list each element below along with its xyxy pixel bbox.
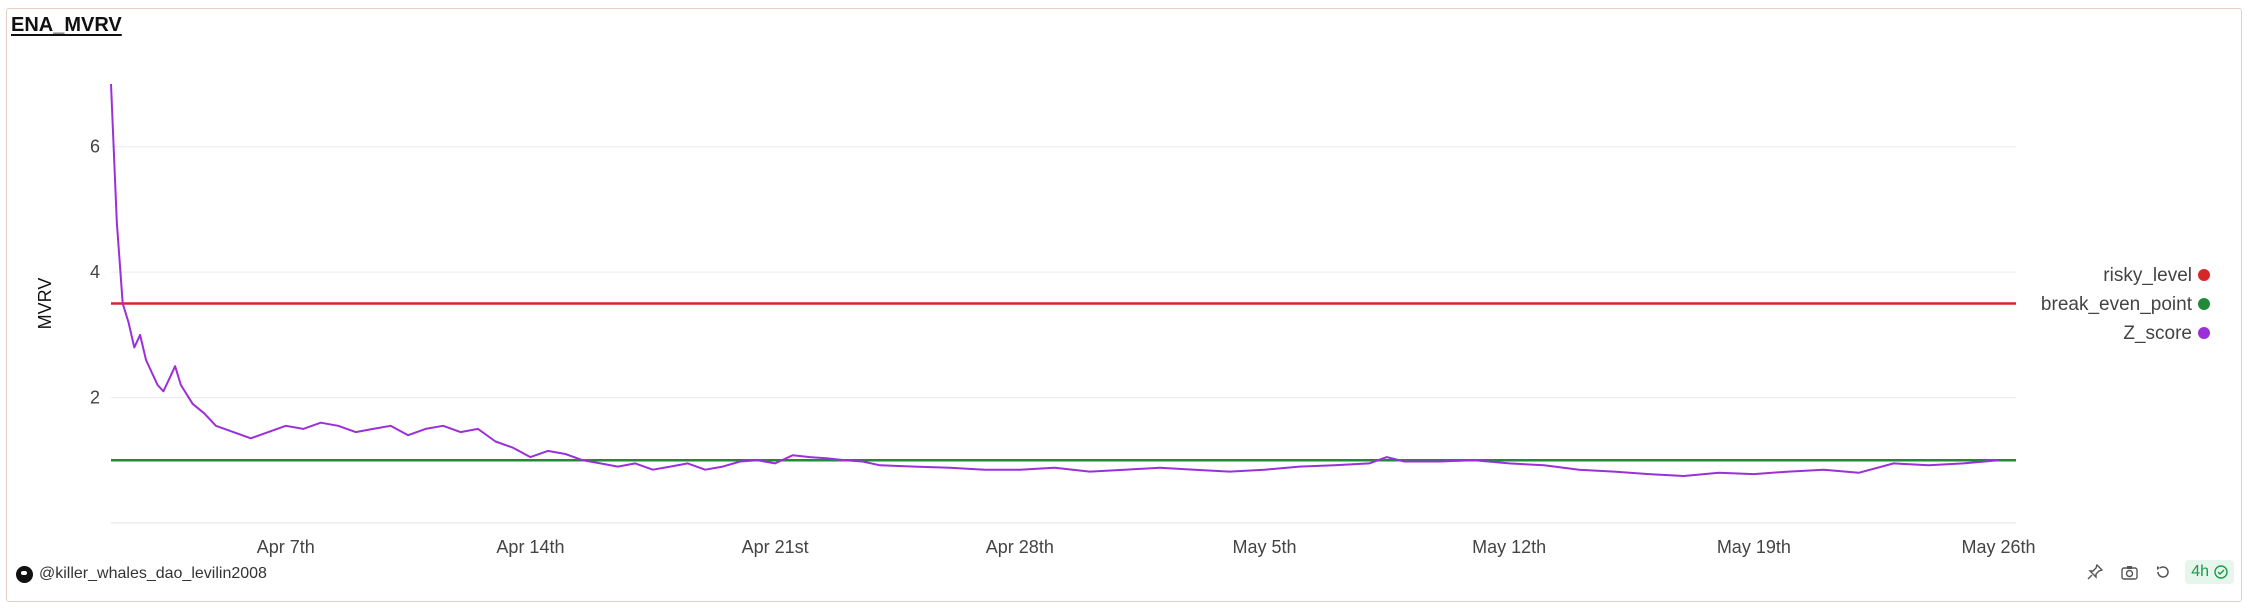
interval-badge[interactable]: 4h [2185,560,2234,584]
gridlines [111,146,2016,524]
legend: risky_level break_even_point Z_score [2041,265,2210,344]
y-tick-labels: 2 4 6 [90,137,100,408]
chart-title[interactable]: ENA_MVRV [11,14,122,36]
x-tick-label: May 19th [1717,537,1791,557]
x-tick-label: May 26th [1961,537,2035,557]
legend-label: break_even_point [2041,294,2193,315]
legend-label: Z_score [2123,323,2192,344]
legend-swatch [2198,327,2210,339]
legend-item-break_even_point[interactable]: break_even_point [2041,294,2210,315]
legend-swatch [2198,298,2210,310]
x-tick-label: Apr 7th [257,537,315,557]
x-tick-label: Apr 21st [742,537,809,557]
chart-toolbar: 4h [2083,560,2234,584]
pin-icon[interactable] [2083,560,2107,584]
chart-card [6,8,2242,602]
author[interactable]: @killer_whales_dao_levilin2008 [16,563,267,585]
refresh-icon[interactable] [2151,560,2175,584]
legend-label: risky_level [2103,265,2192,286]
y-tick-label: 2 [90,388,100,408]
x-tick-label: May 5th [1232,537,1296,557]
y-tick-label: 6 [90,137,100,157]
check-circle-icon [2214,565,2228,579]
author-username: @killer_whales_dao_levilin2008 [39,565,267,582]
legend-item-Z_score[interactable]: Z_score [2123,323,2210,344]
interval-label: 4h [2191,563,2209,580]
x-tick-label: Apr 28th [986,537,1054,557]
legend-swatch [2198,269,2210,281]
series-Z_score[interactable] [110,83,1999,477]
camera-icon[interactable] [2117,560,2141,584]
series-lines [110,83,2016,477]
x-tick-labels: Apr 7th Apr 14th Apr 21st Apr 28th May 5th Ma… [257,537,2036,557]
y-tick-label: 4 [90,262,100,282]
legend-item-risky_level[interactable]: risky_level [2103,265,2210,286]
x-tick-label: May 12th [1472,537,1546,557]
y-axis-label: MVRV [35,278,55,330]
x-tick-label: Apr 14th [496,537,564,557]
avatar-icon [16,565,33,583]
